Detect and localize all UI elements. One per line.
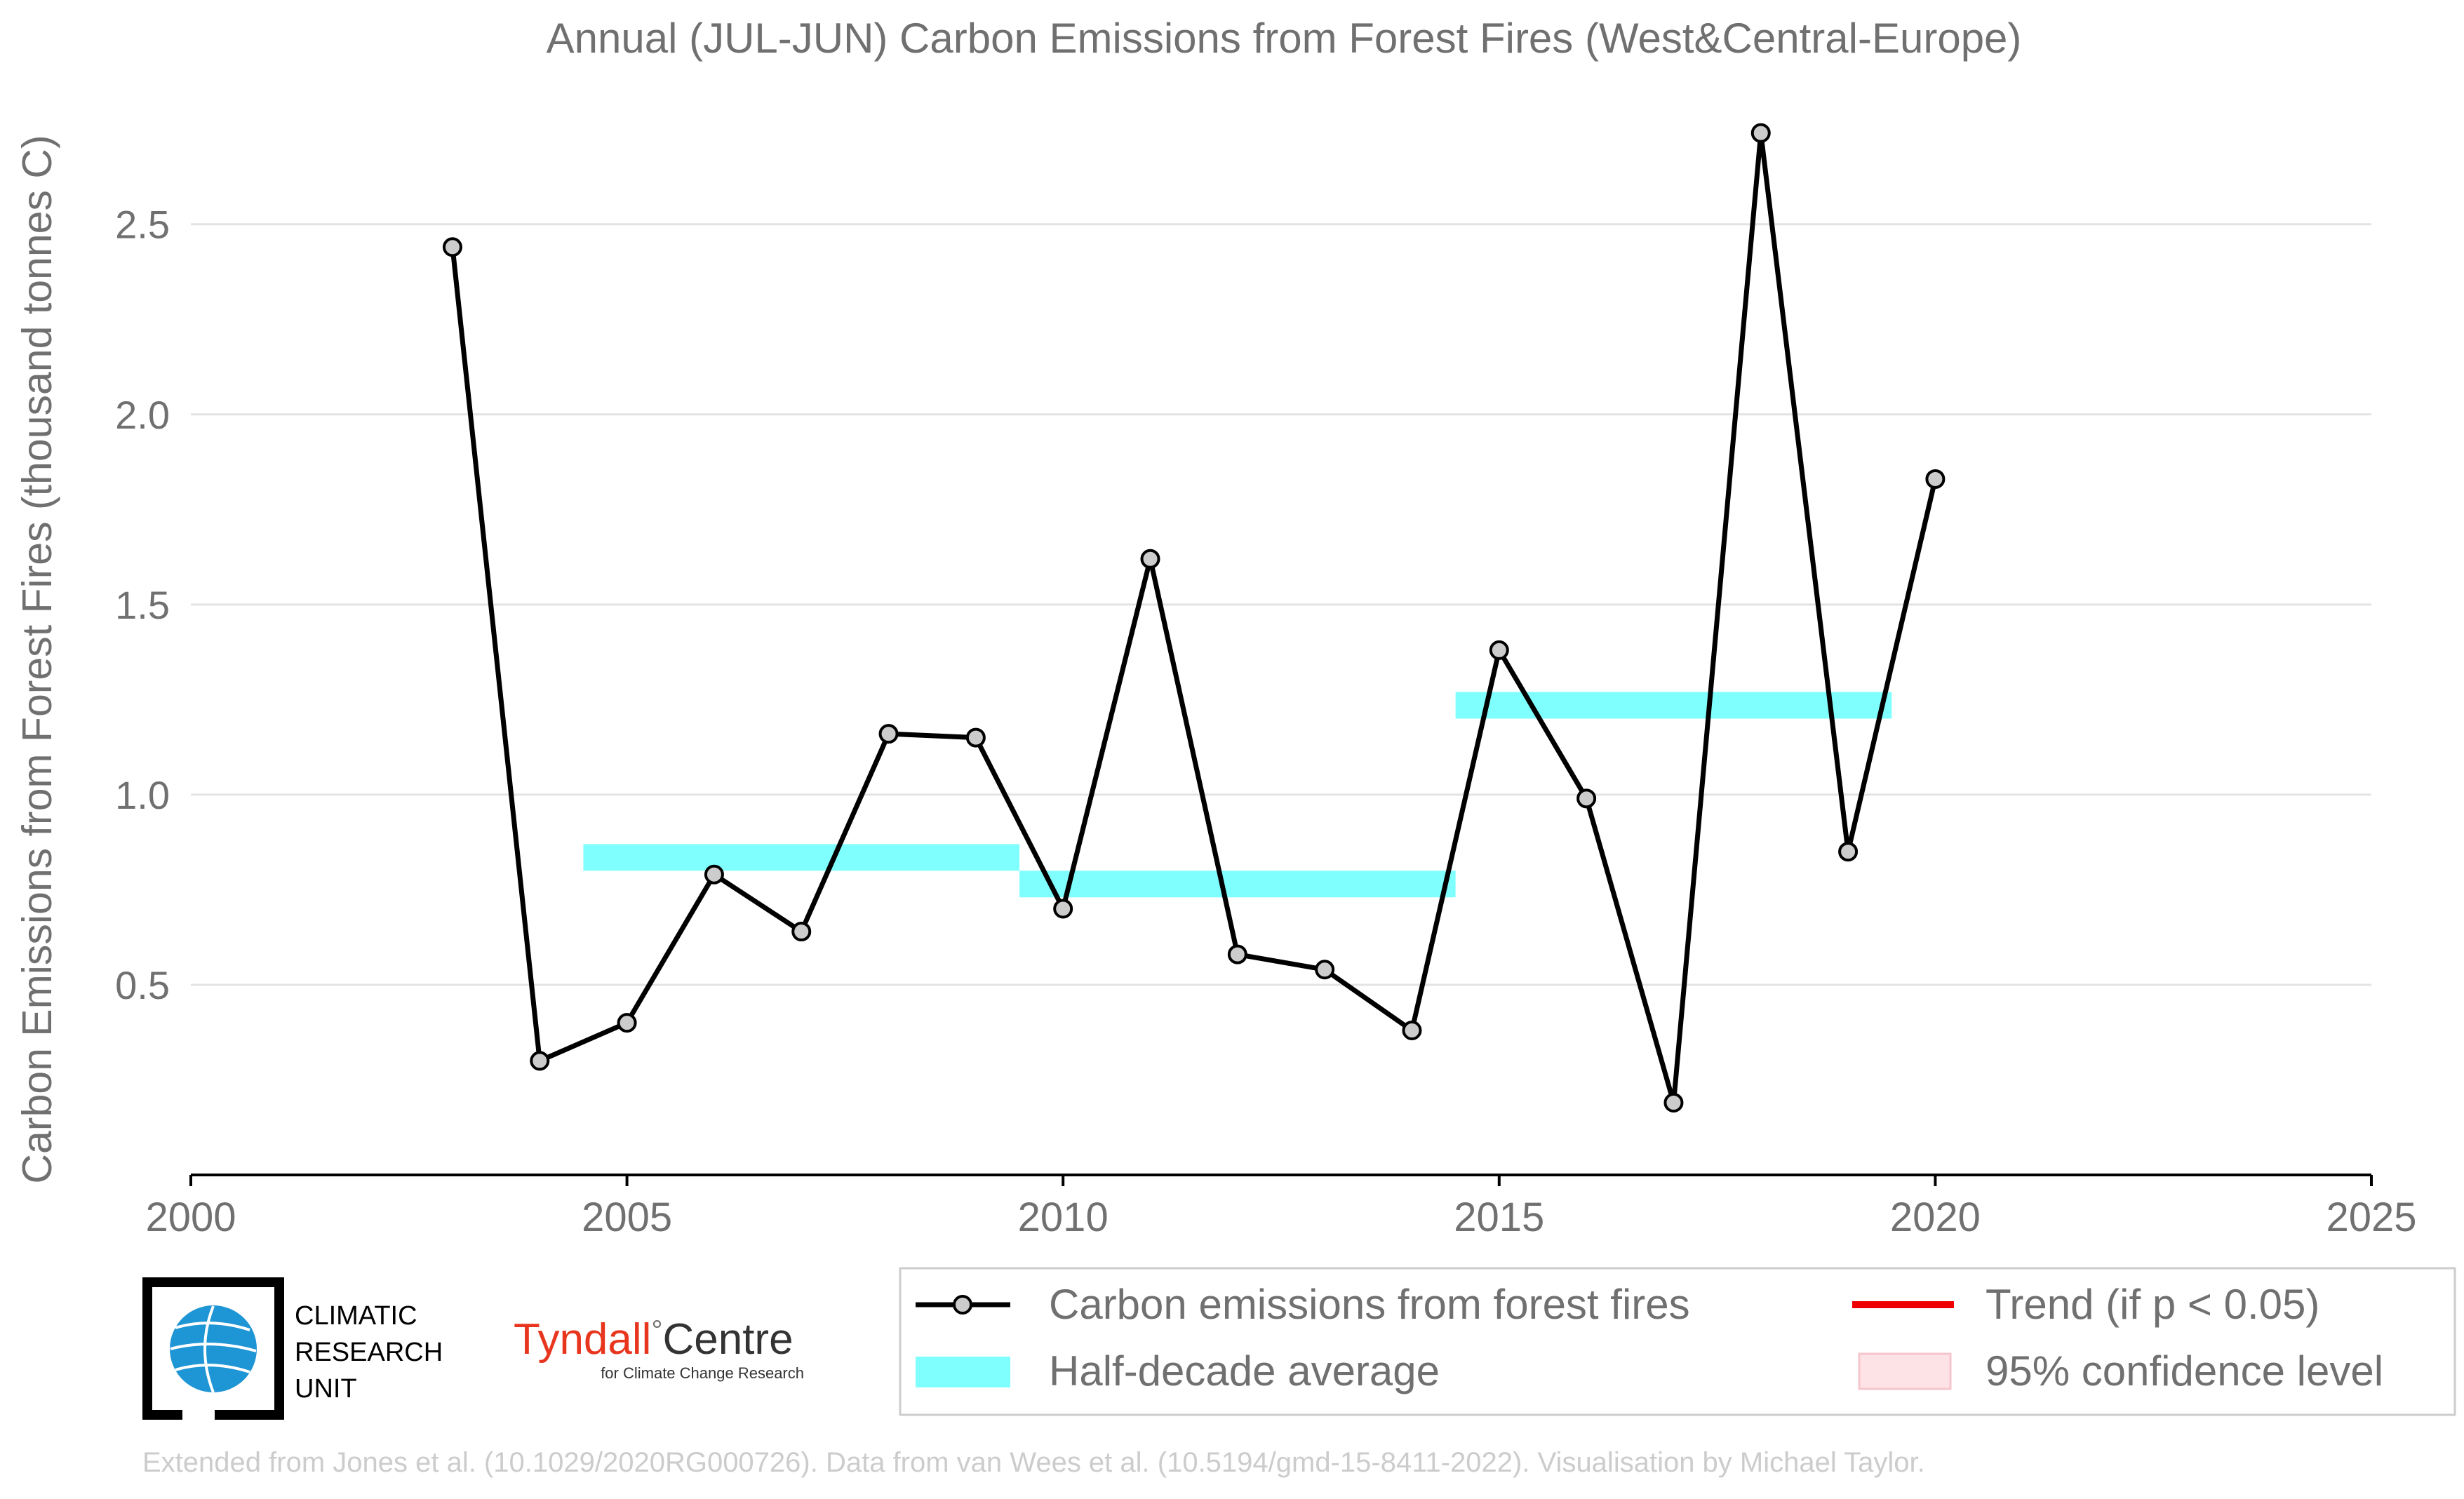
x-tick-label: 2020 (1890, 1195, 1981, 1240)
x-tick-label: 2015 (1454, 1195, 1544, 1240)
tyndall-centre: Centre (662, 1315, 793, 1364)
y-tick-label: 1.5 (115, 583, 170, 627)
y-axis-label: Carbon Emissions from Forest Fires (thou… (14, 135, 60, 1183)
legend-marker-swatch (953, 1295, 972, 1315)
data-point (1227, 944, 1247, 964)
data-point (1576, 788, 1597, 809)
svg-text:Tyndall°Centre: Tyndall°Centre (514, 1315, 794, 1364)
credit-text: Extended from Jones et al. (10.1029/2020… (142, 1447, 1925, 1478)
half-decade-band (1019, 871, 1456, 898)
half-decade-band (583, 844, 1020, 871)
legend-frame (899, 1267, 2456, 1416)
tyndall-logo: Tyndall°Centre for Climate Change Resear… (514, 1315, 804, 1382)
data-point (1489, 640, 1509, 660)
cru-logo: CLIMATIC RESEARCH UNIT (142, 1277, 443, 1420)
cru-bracket-left (142, 1277, 249, 1420)
cru-bracket-right (215, 1277, 284, 1420)
data-point (1838, 842, 1859, 862)
emissions-line (450, 133, 1938, 1103)
data-point (1315, 960, 1335, 980)
data-point (1663, 1093, 1684, 1113)
y-tick-label: 1.0 (115, 773, 170, 817)
data-point (617, 1013, 637, 1033)
data-point (530, 1051, 550, 1071)
tyndall-degree: ° (651, 1315, 662, 1346)
legend-label-half-decade: Half-decade average (1049, 1347, 1440, 1394)
data-point (878, 724, 899, 744)
data-point (791, 922, 812, 942)
data-point (965, 727, 986, 748)
data-point (1053, 899, 1073, 919)
x-tick-label: 2005 (582, 1195, 672, 1240)
y-tick-label: 2.0 (115, 393, 170, 437)
y-tick-label: 2.5 (115, 203, 170, 247)
data-point (1140, 549, 1160, 569)
globe-icon (170, 1305, 257, 1393)
legend-label-confidence: 95% confidence level (1986, 1347, 2383, 1394)
data-point (704, 864, 724, 885)
gridlines (191, 223, 2371, 986)
half-decade-band (1455, 692, 1892, 719)
x-tick-label: 2000 (145, 1195, 236, 1240)
data-point (1402, 1021, 1422, 1040)
axes: 0.5 1.0 1.5 2.0 2.5 2000 2005 2010 2015 2020 2025 (115, 203, 2416, 1240)
legend-band-swatch (916, 1357, 1010, 1387)
legend-label-emissions: Carbon emissions from forest fires (1049, 1281, 1690, 1328)
chart-title: Annual (JUL-JUN) Carbon Emissions from F… (547, 15, 2022, 62)
legend-confidence-swatch (1858, 1352, 1952, 1390)
y-tick-label: 0.5 (115, 963, 170, 1007)
cru-text-line-2: RESEARCH (295, 1338, 443, 1367)
legend-label-trend: Trend (if p < 0.05) (1986, 1281, 2319, 1328)
x-tick-label: 2025 (2326, 1195, 2416, 1240)
legend: Carbon emissions from forest fires Trend… (899, 1267, 2456, 1416)
cru-text-line-1: CLIMATIC (295, 1301, 417, 1331)
data-point (442, 237, 462, 257)
tyndall-subtitle: for Climate Change Research (601, 1364, 804, 1382)
data-point (1750, 123, 1771, 143)
data-point (1925, 469, 1946, 489)
series-layer (442, 123, 1946, 1113)
tyndall-name: Tyndall (514, 1315, 651, 1364)
cru-text-line-3: UNIT (295, 1374, 357, 1404)
x-tick-label: 2010 (1018, 1195, 1109, 1240)
